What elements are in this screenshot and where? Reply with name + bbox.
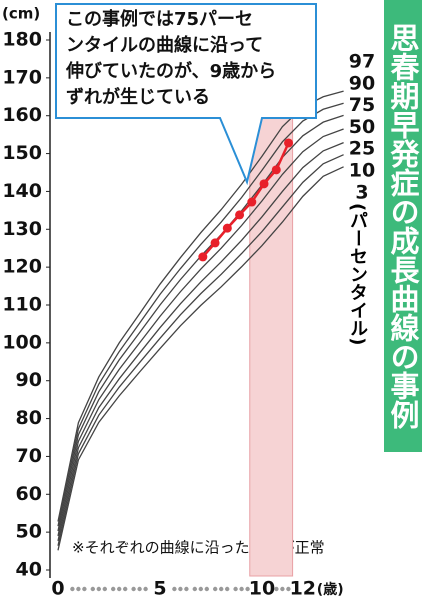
x-minor-tick [286,586,291,592]
x-minor-tick [225,586,230,592]
x-minor-tick [96,586,102,592]
case-point [222,223,232,233]
x-tick-label: 10 [249,578,275,600]
percentile-curve [57,114,344,532]
y-tick-label: 170 [2,66,42,88]
y-tick-label: 60 [16,483,42,505]
x-minor-tick [204,586,209,592]
y-tick-label: 70 [16,445,42,467]
percentile-curve [57,154,344,546]
percentile-curve [57,90,344,522]
case-point [259,179,269,189]
percentile-label: (パーセンタイル) [347,203,368,346]
annotation: ンタイルの曲線に沿って [66,34,263,56]
x-tick-label: 12 [290,578,316,600]
case-point [284,138,294,148]
x-minor-tick [117,586,122,592]
x-minor-tick [239,586,244,592]
curve-label: 3 [355,181,368,203]
shaded-range [249,89,294,577]
x-minor-tick [143,586,148,592]
y-tick-label: 120 [2,256,42,278]
y-tick-label: 80 [16,407,42,429]
y-tick-label: 100 [2,331,42,353]
x-unit: (歳) [317,581,344,598]
percentile-curve [57,166,344,551]
annotation: 伸びていたのが、9歳から [65,60,276,82]
x-minor-tick [274,586,279,592]
curve-label: 97 [349,51,375,73]
case-point [271,165,281,175]
y-tick-label: 110 [2,294,42,316]
percentile-curve [57,128,344,537]
case-point [247,197,257,207]
x-tick-label: 0 [51,578,64,600]
y-tick-label: 40 [16,559,42,581]
y-tick-label: 50 [16,521,42,543]
x-tick-label: 5 [153,578,166,600]
percentile-curve [57,141,344,541]
x-minor-tick [192,586,197,592]
y-tick-label: 140 [2,180,42,202]
x-minor-tick [90,586,96,592]
x-minor-tick [137,586,142,592]
x-minor-tick [111,586,116,592]
x-minor-tick [76,586,81,592]
y-tick-label: 90 [16,369,42,391]
curve-label: 25 [349,138,375,160]
annotation: ずれが生じている [66,86,210,108]
annotation: この事例では75パーセ [66,8,253,30]
curve-label: 50 [349,116,375,138]
x-minor-tick [280,586,285,592]
title: 思春期早発症の成長曲線の事例 [384,0,422,452]
y-tick-label: 130 [2,218,42,240]
callout-box [55,3,317,186]
x-minor-tick [219,586,224,592]
y-tick-label: 160 [2,104,42,126]
x-minor-tick [245,586,250,592]
x-minor-tick [123,586,128,592]
percentile-curve [57,102,344,527]
x-minor-tick [184,586,189,592]
curve-label: 90 [349,72,375,94]
case-point [210,238,220,248]
y-tick-label: 180 [2,29,42,51]
x-minor-tick [131,586,136,592]
x-minor-tick [213,586,218,592]
x-minor-tick [82,586,87,592]
x-minor-tick [233,586,238,592]
case-point [235,210,245,220]
x-minor-tick [70,586,75,592]
x-minor-tick [198,586,203,592]
curve-label: 10 [349,160,375,182]
x-minor-tick [102,586,108,592]
case-point [198,252,208,262]
x-minor-tick [178,586,183,592]
x-minor-tick [172,586,177,592]
y-tick-label: 150 [2,142,42,164]
y-unit: (cm) [2,5,40,23]
curve-label: 75 [349,94,375,116]
